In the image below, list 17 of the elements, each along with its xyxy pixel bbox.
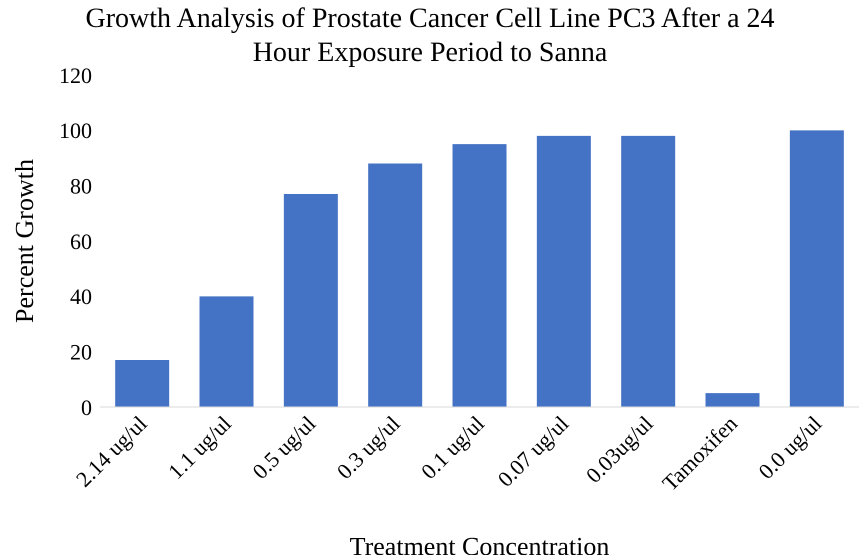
y-axis-title: Percent Growth [10,159,40,323]
bar [452,144,507,407]
bar [284,194,338,407]
bar [706,393,760,407]
y-tick-label: 20 [70,339,92,364]
bar [621,136,676,407]
y-tick-label: 40 [70,284,92,310]
bar [790,130,844,407]
bar [368,164,422,407]
bar [115,360,170,407]
y-tick-label: 60 [70,228,92,254]
bar [536,136,591,407]
y-tick-label: 0 [81,394,92,420]
x-axis-title: Treatment Concentration [350,532,610,555]
bar [200,296,254,407]
y-tick-label: 80 [70,173,92,198]
y-tick-label: 100 [59,118,92,144]
